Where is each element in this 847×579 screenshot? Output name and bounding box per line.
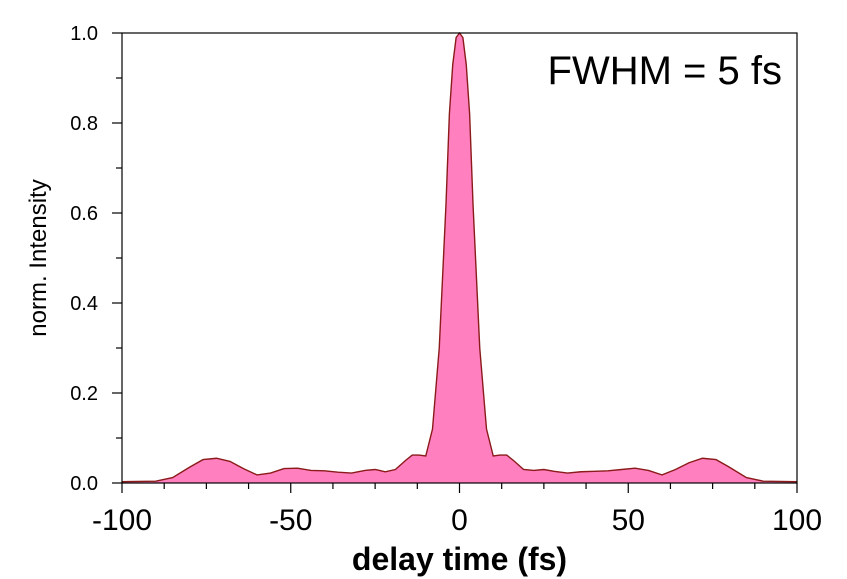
y-tick-label: 0.6	[70, 203, 98, 225]
y-tick-label: 0.2	[70, 383, 98, 405]
x-tick-label: 100	[772, 504, 822, 537]
y-tick-label: 0.0	[70, 473, 98, 495]
x-tick-label: -100	[92, 504, 152, 537]
y-tick-label: 1.0	[70, 23, 98, 45]
y-tick-label: 0.8	[70, 113, 98, 135]
y-axis-title: norm. Intensity	[25, 179, 52, 336]
y-axis: 0.0 0.2 0.4 0.6 0.8 1.0	[70, 23, 122, 495]
x-axis: -100 -50 0 50 100	[92, 483, 822, 537]
x-tick-label: 50	[612, 504, 645, 537]
intensity-area	[122, 33, 797, 483]
plot-area	[121, 31, 798, 483]
x-tick-label: -50	[269, 504, 312, 537]
fwhm-annotation: FWHM = 5 fs	[548, 49, 782, 93]
x-tick-label: 0	[451, 504, 468, 537]
x-axis-title: delay time (fs)	[352, 541, 567, 577]
y-tick-label: 0.4	[70, 293, 98, 315]
